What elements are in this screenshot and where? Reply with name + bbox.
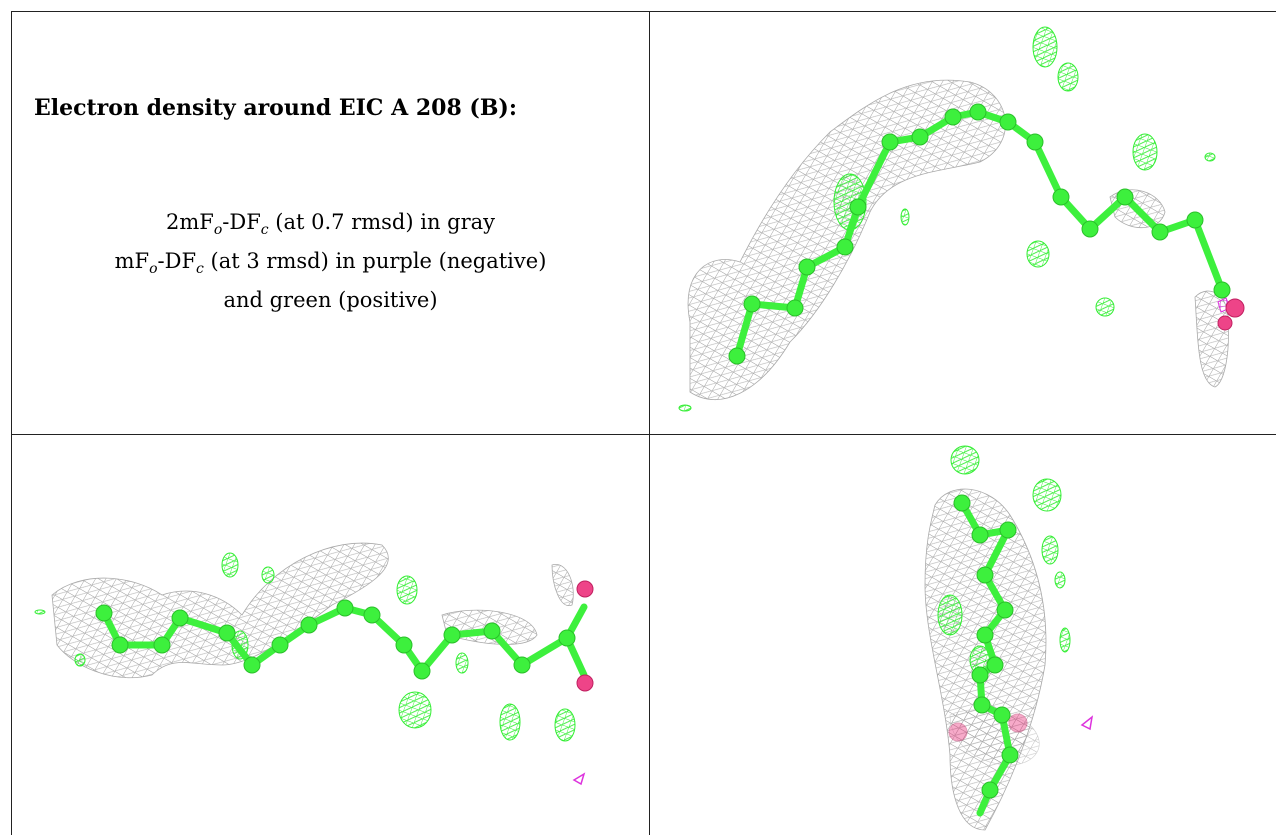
- oxygen-atoms: [1217, 298, 1245, 331]
- density-image-bottom-right: [924, 445, 1094, 831]
- ligand-atoms: [953, 494, 1019, 799]
- density-image-bottom-left: [34, 542, 594, 786]
- density-view-top-right: [650, 12, 1276, 434]
- oxygen-atoms: [576, 580, 594, 692]
- figure-table: Electron density around EIC A 208 (B): 2…: [11, 11, 1276, 835]
- legend-line-2mfo: 2mFo-DFc (at 0.7 rmsd) in gray: [165, 210, 496, 239]
- caption-cell: Electron density around EIC A 208 (B): 2…: [12, 12, 649, 434]
- negative-density: [1080, 715, 1094, 731]
- ligand-atoms: [728, 103, 1231, 365]
- density-image-top-right: [678, 26, 1245, 412]
- positive-density-blobs: [678, 26, 1216, 412]
- positive-density-blobs: [34, 552, 576, 742]
- negative-density: [572, 772, 586, 786]
- table-border-center: [649, 11, 650, 835]
- table-border-left: [11, 11, 12, 835]
- table-border-top: [11, 11, 1276, 12]
- density-view-bottom-right: [650, 435, 1276, 835]
- table-border-middle: [11, 434, 1276, 435]
- figure-legend: 2mFo-DFc (at 0.7 rmsd) in gray mFo-DFc (…: [12, 207, 649, 316]
- ligand-atoms: [95, 599, 576, 680]
- legend-line-colors: and green (positive): [223, 288, 438, 313]
- gray-mesh-3: [551, 564, 574, 606]
- figure-title: Electron density around EIC A 208 (B):: [34, 95, 517, 121]
- positive-density-blobs: [937, 445, 1071, 675]
- oxygen-atoms: [948, 713, 1028, 742]
- legend-line-mfo: mFo-DFc (at 3 rmsd) in purple (negative): [114, 249, 547, 278]
- density-view-bottom-left: [12, 435, 649, 835]
